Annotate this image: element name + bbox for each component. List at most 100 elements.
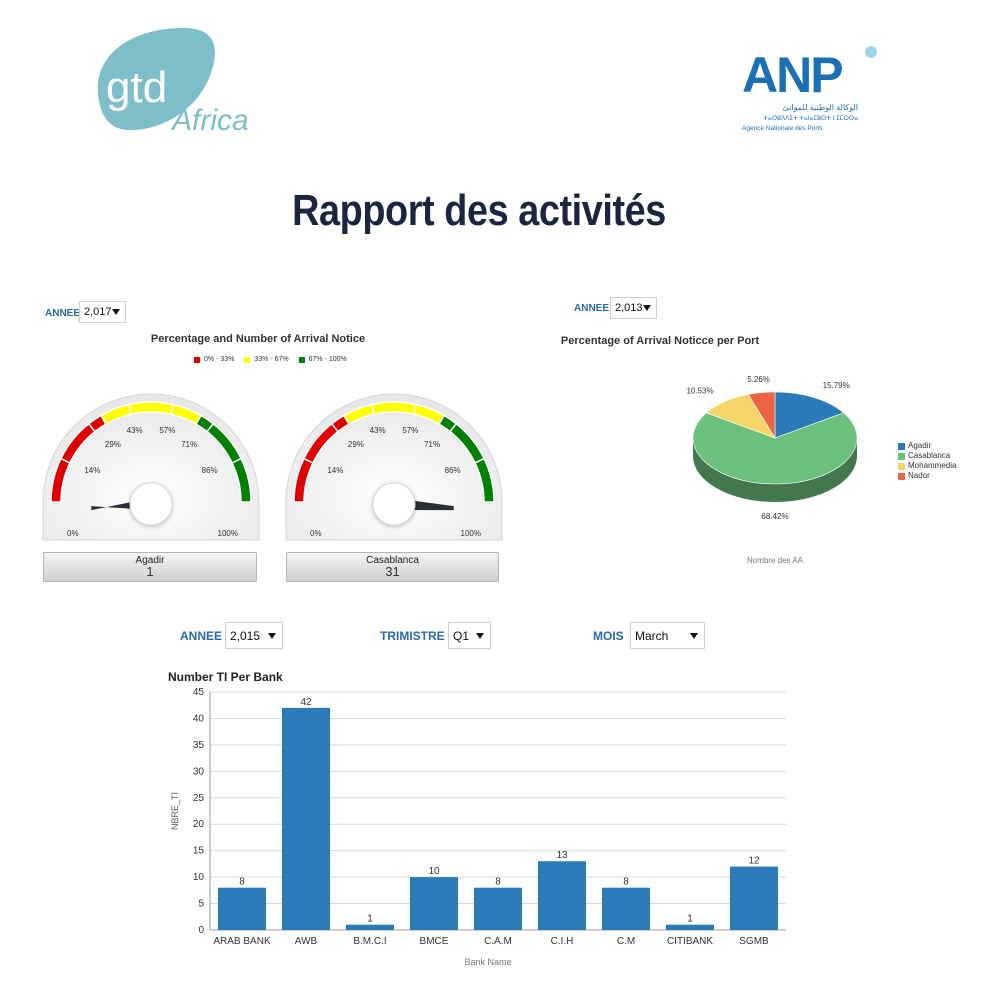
gauge-annee-select[interactable]: 2,017 [79,301,126,323]
pie-legend-item: Nador [898,471,956,481]
y-tick-label: 40 [193,713,205,724]
y-tick-label: 25 [193,793,205,804]
gauge-tick-label: 0% [67,529,79,538]
legend-item-high: 67% - 100% [298,356,347,363]
bar-value-label: 8 [239,877,245,888]
bar [410,877,458,930]
x-tick-label: C.A.M [484,936,512,947]
bank-trimestre-label: TRIMISTRE [380,629,445,643]
chevron-down-icon [690,632,698,639]
y-tick-label: 0 [198,925,204,936]
legend-swatch-red [194,356,200,363]
gauge-tick-label: 43% [370,426,386,435]
chevron-down-icon [642,305,651,311]
y-tick-label: 20 [193,819,205,830]
anp-logo-dot [865,46,877,58]
chevron-down-icon [476,632,484,639]
bar [282,707,330,930]
gauge-tick-label: 100% [461,529,481,538]
anp-logo-arabic: الوكالة الوطنية للموانئ [783,103,858,112]
pie-legend-item: Agadir [898,441,956,451]
pie-legend-swatch [898,442,905,450]
bank-trimestre-select[interactable]: Q1 [448,622,491,649]
x-tick-label: B.M.C.I [353,936,386,947]
pie-slice-label: 5.26% [747,375,770,384]
gauge-tick-label: 86% [445,466,461,475]
bank-annee-value: 2,015 [230,628,261,643]
gauge-band-segment [127,401,175,416]
bank-mois-value: March [635,628,669,643]
gauge-annee-value: 2,017 [84,306,112,318]
gauge-band-segment [370,401,418,416]
pie-chart: 15.79% 68.42% 10.53% 5.26% [660,370,890,540]
gauge-casablanca: 0% 14% 29% 43% 57% 71% 86% 100% [283,390,505,550]
pie-legend: Agadir Casablanca Mohammedia Nador [898,441,956,481]
gauge-agadir: 0% 14% 29% 43% 57% 71% 86% 100% [40,390,262,550]
bar-value-label: 1 [687,914,693,925]
gtd-africa-logo: gtd Africa [88,22,288,140]
pie-legend-swatch [898,472,905,480]
bar-value-label: 12 [748,856,760,867]
x-tick-label: C.M [617,936,635,947]
y-tick-label: 15 [193,846,205,857]
gtd-logo-text: gtd [106,63,167,112]
pie-legend-swatch [898,462,905,470]
legend-item-low: 0% - 33% [194,356,234,363]
bank-annee-label: ANNEE [180,629,223,643]
legend-item-mid: 33% - 67% [244,356,289,363]
pie-legend-swatch [898,452,905,460]
gauge-annee-label: ANNEE [45,308,81,319]
gauge-tick-label: 71% [424,440,440,449]
bar [474,887,522,930]
bar [730,866,778,930]
y-axis-label: NBRE_TI [170,792,180,830]
gauge-tick-label: 14% [327,466,343,475]
bar [602,887,650,930]
anp-logo: ANP الوكالة الوطنية للموانئ ⵜⴰⵙⵓⴷⴷⵉⵜ ⵜⴰⵏ… [738,38,888,136]
x-axis-label: Bank Name [464,957,511,967]
x-tick-label: ARAB BANK [213,936,271,947]
legend-swatch-green [298,356,305,363]
bar [218,887,266,930]
pie-slice [747,391,776,440]
gauge-tick-label: 71% [181,440,197,449]
bar-value-label: 1 [367,914,373,925]
bar-value-label: 10 [428,866,440,877]
gauge-tick-label: 14% [84,466,100,475]
chevron-down-icon [111,309,120,315]
pie-annee-select[interactable]: 2,013 [610,297,657,319]
bar-value-label: 8 [495,877,501,888]
bar [666,924,714,930]
gauge-band-segment [474,457,495,503]
gauge-tick-label: 29% [348,440,364,449]
gauge-agadir-label-box: Agadir 1 [43,552,257,582]
x-tick-label: CITIBANK [667,936,713,947]
y-tick-label: 35 [193,740,205,751]
gauge-agadir-name: Agadir [135,555,165,566]
page-title: Rapport des activités [292,186,666,235]
pie-xlabel: Nombre des AA [746,556,804,565]
gauge-casablanca-label-box: Casablanca 31 [286,552,499,582]
bank-annee-select[interactable]: 2,015 [225,622,283,649]
gauge-tick-label: 29% [105,440,121,449]
bank-mois-select[interactable]: March [630,622,705,649]
gauge-legend: 0% - 33% 33% - 67% 67% - 100% [194,356,347,363]
gtd-logo-shape [97,27,215,131]
bar-value-label: 8 [623,877,629,888]
pie-chart-title: Percentage of Arrival Noticce per Port [560,335,760,347]
gtd-logo-subtext: Africa [170,104,249,137]
pie-slice-label: 68.42% [761,512,788,521]
y-tick-label: 10 [193,872,205,883]
y-tick-label: 45 [193,687,205,698]
bar-chart-title: Number TI Per Bank [168,670,283,684]
gauge-chart-title: Percentage and Number of Arrival Notice [150,333,366,345]
pie-annee-value: 2,013 [615,302,643,314]
pie-slice-label: 10.53% [686,387,713,396]
gauge-hub [372,482,416,526]
anp-logo-mark: ANP [742,47,842,103]
pie-slice [692,412,858,485]
bank-mois-label: MOIS [593,629,624,643]
gauge-tick-label: 100% [218,529,238,538]
bar-value-label: 42 [300,697,312,708]
pie-annee-label: ANNEE [574,303,610,314]
